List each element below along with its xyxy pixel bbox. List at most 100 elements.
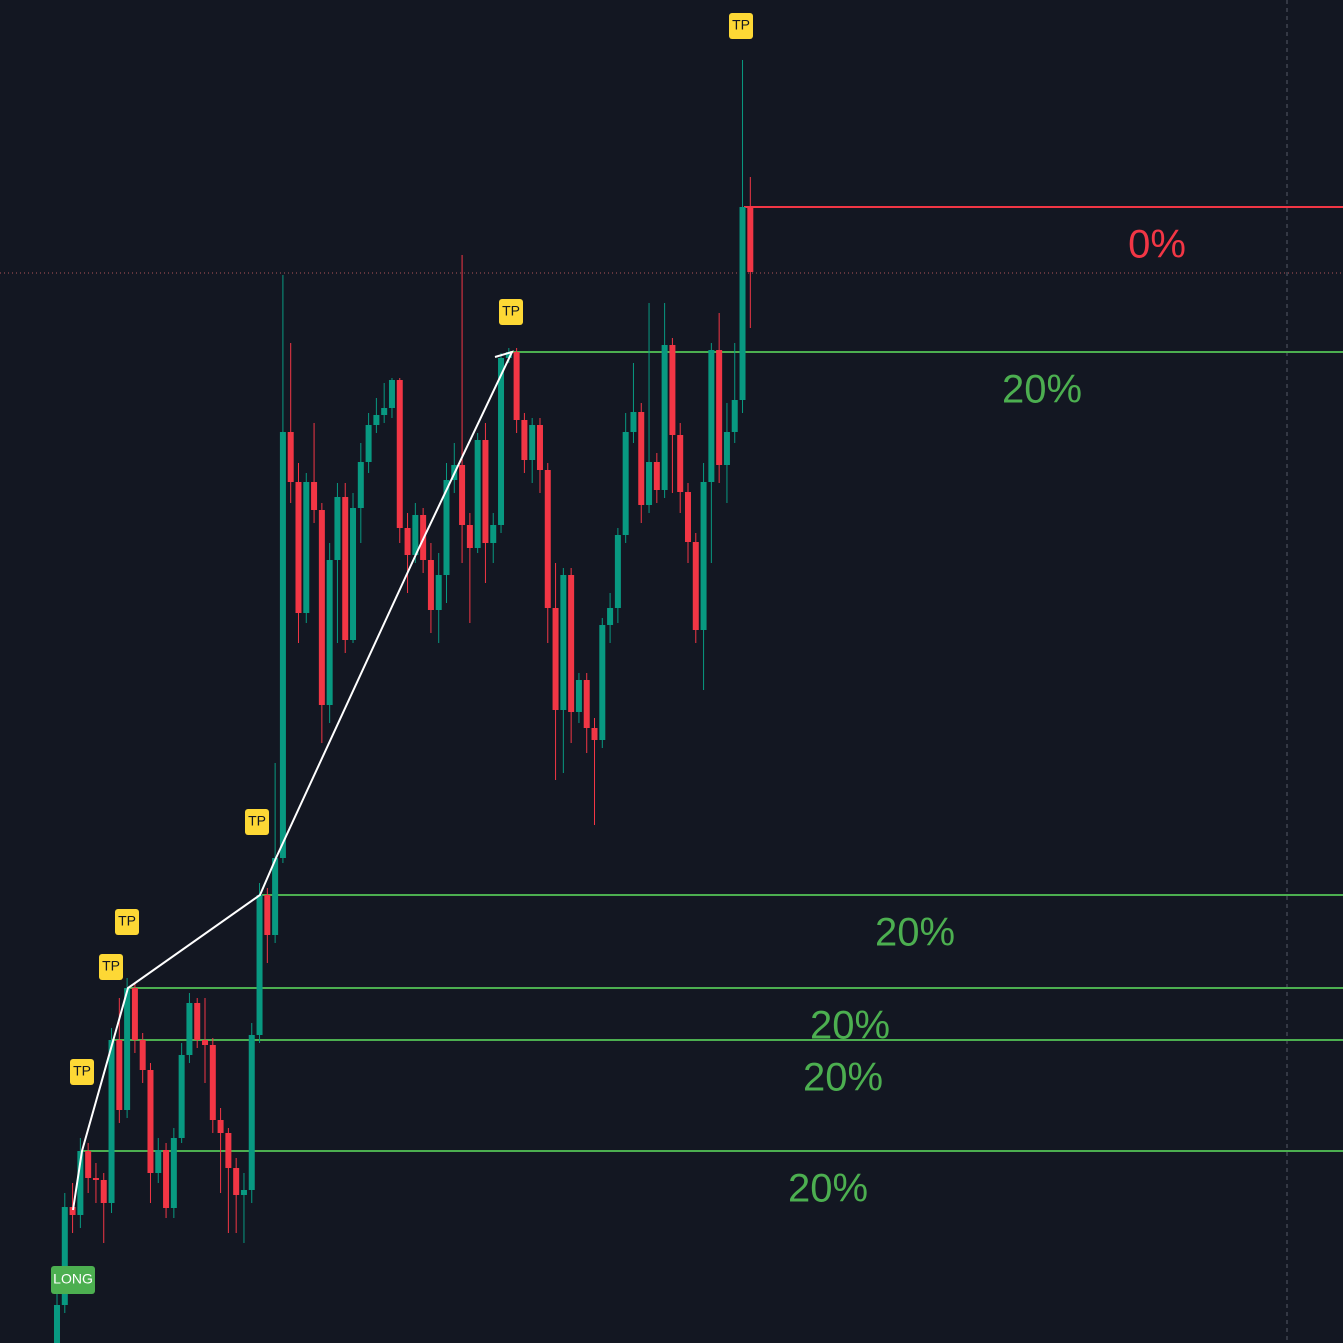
tp-label: TP xyxy=(102,958,120,974)
candle-body xyxy=(318,510,325,705)
candle-body xyxy=(350,508,357,640)
tp-label: TP xyxy=(732,17,750,33)
candle-body xyxy=(521,420,528,460)
candle-body xyxy=(131,988,138,1040)
candle-body xyxy=(61,1207,68,1305)
candle-body xyxy=(186,1003,193,1055)
candle-body xyxy=(653,462,660,490)
candle-body xyxy=(116,1040,123,1110)
tp-marker: TP xyxy=(499,299,523,325)
candle-body xyxy=(412,515,419,555)
candle-body xyxy=(552,608,559,710)
candle-body xyxy=(622,432,629,535)
candle-body xyxy=(692,542,699,630)
candle-body xyxy=(536,425,543,470)
tp-label: TP xyxy=(118,913,136,929)
candle-body xyxy=(459,465,466,525)
trade-path xyxy=(72,350,514,1211)
candle-body xyxy=(279,432,286,858)
candle-body xyxy=(443,480,450,575)
candle-body xyxy=(498,358,505,525)
candle-body xyxy=(747,207,754,272)
level-label: 0% xyxy=(1128,223,1186,267)
candle-body xyxy=(599,625,606,740)
candle-body xyxy=(708,350,715,482)
candle-body xyxy=(716,350,723,465)
candle-body xyxy=(466,525,473,548)
candle-body xyxy=(334,497,341,560)
level-label: 20% xyxy=(788,1167,868,1211)
candle-body xyxy=(92,1178,99,1180)
candle-body xyxy=(124,988,131,1110)
candle-body xyxy=(256,895,263,1035)
candle-body xyxy=(225,1133,232,1168)
candle-body xyxy=(54,1305,60,1343)
tp-label: TP xyxy=(502,303,520,319)
candle-body xyxy=(373,415,380,425)
candle-body xyxy=(396,380,403,528)
candle-body xyxy=(217,1120,224,1133)
level-label: 20% xyxy=(803,1056,883,1100)
candle-body xyxy=(482,440,489,543)
tp-label: TP xyxy=(248,813,266,829)
tp-marker: TP xyxy=(729,13,753,39)
candle-body xyxy=(147,1070,154,1173)
candle-body xyxy=(287,432,294,482)
candle-body xyxy=(170,1138,177,1208)
candle-body xyxy=(731,400,738,432)
candle-body xyxy=(700,482,707,630)
tp-marker: TP xyxy=(115,909,139,935)
tp-marker: TP xyxy=(245,809,269,835)
candle-body xyxy=(661,345,668,490)
candle-body xyxy=(739,207,746,400)
long-label: LONG xyxy=(53,1271,93,1287)
candle-body xyxy=(85,1151,92,1178)
candle-body xyxy=(427,560,434,610)
candle-body xyxy=(202,1040,209,1045)
candle-body xyxy=(723,432,730,465)
candle-body xyxy=(669,345,676,435)
candle-body xyxy=(560,575,567,710)
level-label: 20% xyxy=(1002,368,1082,412)
candle-body xyxy=(209,1045,216,1120)
candle-body xyxy=(490,525,497,543)
candle-body xyxy=(505,352,512,358)
candle-body xyxy=(684,492,691,542)
candle-body xyxy=(100,1180,107,1203)
candle-body xyxy=(139,1040,146,1070)
candle-body xyxy=(544,470,551,608)
candle-body xyxy=(248,1035,255,1190)
candle-body xyxy=(303,482,310,613)
candle-body xyxy=(513,352,520,420)
candle-body xyxy=(630,412,637,432)
candle-body xyxy=(381,408,388,415)
candle-body xyxy=(591,728,598,740)
candle-body xyxy=(474,440,481,548)
candle-body xyxy=(365,425,372,462)
candle-body xyxy=(264,895,271,935)
candle-body xyxy=(311,482,318,510)
candle-body xyxy=(295,482,302,613)
candle-body xyxy=(614,535,621,608)
candle-body xyxy=(194,1003,201,1040)
candle-body xyxy=(568,575,575,712)
candle-body xyxy=(529,425,536,460)
candle-body xyxy=(163,1150,170,1208)
long-marker: LONG xyxy=(51,1266,95,1294)
tp-marker: TP xyxy=(70,1059,94,1085)
candle-body xyxy=(240,1190,247,1195)
candle-body xyxy=(272,858,279,935)
candle-body xyxy=(233,1168,240,1195)
candle-body xyxy=(607,608,614,625)
candle-body xyxy=(69,1207,76,1215)
candle-body xyxy=(638,412,645,505)
candle-body xyxy=(342,497,349,640)
candle-body xyxy=(646,462,653,505)
tp-marker: TP xyxy=(99,954,123,980)
candle-body xyxy=(435,575,442,610)
candle-body xyxy=(178,1055,185,1138)
level-label: 20% xyxy=(875,911,955,955)
candle-body xyxy=(404,528,411,555)
candle-body xyxy=(677,435,684,492)
